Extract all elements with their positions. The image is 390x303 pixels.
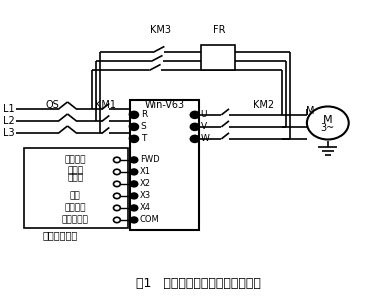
Circle shape <box>190 135 199 142</box>
Text: S: S <box>141 122 147 132</box>
Circle shape <box>190 123 199 131</box>
Text: 故障复位: 故障复位 <box>64 203 86 212</box>
Text: M: M <box>323 115 333 125</box>
Text: U: U <box>200 110 207 119</box>
Text: M: M <box>307 106 315 116</box>
Circle shape <box>190 111 199 118</box>
Text: 多段频: 多段频 <box>67 167 83 175</box>
Text: V: V <box>200 122 207 132</box>
Text: Win-V63: Win-V63 <box>144 100 184 110</box>
Circle shape <box>130 169 138 175</box>
Bar <box>200 45 235 70</box>
Circle shape <box>129 135 138 142</box>
Text: 率选择: 率选择 <box>67 173 83 182</box>
Text: 正转命令: 正转命令 <box>64 155 86 165</box>
Text: FR: FR <box>213 25 226 35</box>
Text: 3~: 3~ <box>321 123 335 133</box>
Circle shape <box>130 157 138 163</box>
Text: X2: X2 <box>140 179 151 188</box>
Text: 急停: 急停 <box>70 191 80 200</box>
Bar <box>130 101 199 230</box>
Text: W: W <box>200 135 209 143</box>
Circle shape <box>130 217 138 223</box>
Text: 球磨机控制台: 球磨机控制台 <box>42 231 78 241</box>
Circle shape <box>130 205 138 211</box>
Circle shape <box>130 181 138 187</box>
Circle shape <box>307 106 349 139</box>
Text: L2: L2 <box>3 116 14 126</box>
Text: 数字信号地: 数字信号地 <box>62 215 89 225</box>
Text: KM3: KM3 <box>150 25 171 35</box>
Text: L1: L1 <box>3 105 14 115</box>
Text: KM2: KM2 <box>253 100 274 110</box>
Circle shape <box>129 123 138 131</box>
Text: X1: X1 <box>140 168 151 176</box>
Text: R: R <box>141 110 147 119</box>
Text: X3: X3 <box>140 191 151 200</box>
Text: T: T <box>141 135 146 143</box>
Text: KM1: KM1 <box>95 100 116 110</box>
Text: X4: X4 <box>140 203 151 212</box>
Circle shape <box>130 193 138 199</box>
Text: COM: COM <box>140 215 160 225</box>
Text: QS: QS <box>45 100 59 110</box>
Bar <box>24 148 128 228</box>
Circle shape <box>129 111 138 118</box>
Text: 图1   球磨机变频调速改造主电路图: 图1 球磨机变频调速改造主电路图 <box>136 277 261 290</box>
Text: L3: L3 <box>3 128 14 138</box>
Text: FWD: FWD <box>140 155 160 165</box>
